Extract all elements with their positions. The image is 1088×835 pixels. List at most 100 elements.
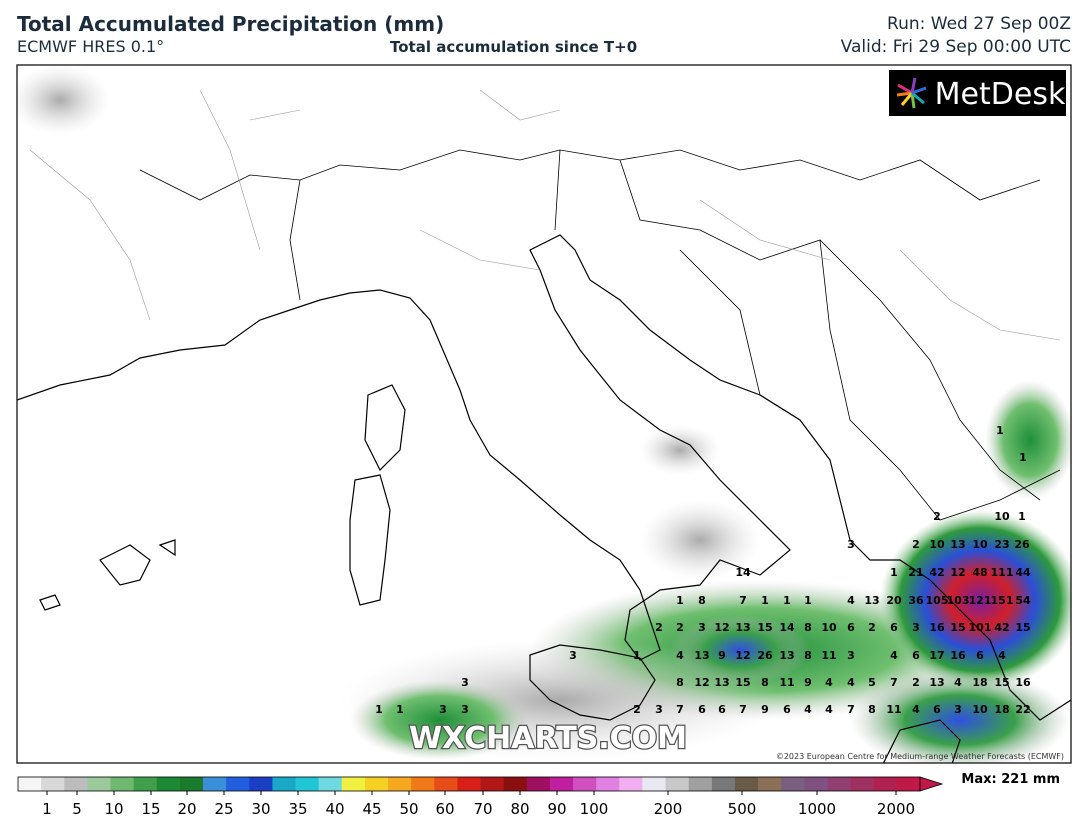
precip-label: 2 [912, 538, 920, 551]
precip-label: 8 [698, 594, 706, 607]
precip-label: 54 [1015, 594, 1031, 607]
colorbar-swatch [734, 777, 759, 791]
precip-label: 26 [1014, 538, 1030, 551]
colorbar-tick-label: 20 [177, 800, 196, 818]
precip-label: 36 [908, 594, 924, 607]
precip-label: 3 [954, 703, 962, 716]
precip-label: 21 [908, 566, 923, 579]
precip-label: 1 [761, 594, 769, 607]
colorbar-swatch [804, 777, 828, 791]
precip-label: 8 [676, 676, 684, 689]
colorbar-swatch [226, 777, 250, 791]
precip-label: 6 [698, 703, 706, 716]
colorbar-swatch [688, 777, 713, 791]
precip-label: 3 [698, 621, 706, 634]
colorbar-swatch [526, 777, 551, 791]
subtitle: Total accumulation since T+0 [390, 38, 638, 56]
precip-label: 12 [714, 621, 729, 634]
colorbar-tick-label: 25 [214, 800, 233, 818]
precip-label: 16 [929, 621, 945, 634]
precip-label: 1 [396, 703, 404, 716]
precip-label: 7 [739, 594, 747, 607]
precip-label: 17 [929, 649, 944, 662]
precip-label: 9 [761, 703, 769, 716]
colorbar-swatch [434, 777, 458, 791]
colorbar-swatch [364, 777, 389, 791]
precip-label: 1 [1018, 510, 1026, 523]
max-label: Max: 221 mm [961, 772, 1060, 787]
precip-label: 3 [569, 649, 577, 662]
precip-label: 7 [847, 703, 855, 716]
colorbar-tick-label: 200 [654, 800, 683, 818]
copyright: ©2023 European Centre for Medium-range W… [776, 752, 1064, 761]
colorbar-swatch [87, 777, 112, 791]
precip-label: 4 [804, 703, 812, 716]
colorbar-swatch [573, 777, 597, 791]
precip-label: 3 [847, 649, 855, 662]
colorbar-swatch [781, 777, 805, 791]
colorbar-swatch [896, 777, 921, 791]
precip-label: 11 [821, 649, 836, 662]
precip-label: 13 [694, 649, 709, 662]
precip-label: 13 [950, 538, 965, 551]
colorbar-tick-label: 1000 [798, 800, 836, 818]
colorbar-tick-label: 30 [251, 800, 270, 818]
colorbar-swatch [873, 777, 898, 791]
precip-label: 1 [633, 649, 641, 662]
colorbar-swatch [549, 777, 574, 791]
precip-label: 103 [947, 594, 970, 607]
colorbar-swatch [388, 777, 412, 791]
precip-label: 12 [950, 566, 965, 579]
colorbar-swatch [503, 777, 528, 791]
precip-label: 4 [998, 649, 1006, 662]
colorbar-swatch [411, 777, 435, 791]
precip-label: 1 [804, 594, 812, 607]
run-time: Run: Wed 27 Sep 00Z [887, 14, 1071, 34]
precip-label: 7 [890, 676, 898, 689]
colorbar-swatch [18, 777, 42, 791]
precip-label: 2 [633, 703, 641, 716]
precip-label: 5 [868, 676, 876, 689]
precip-label: 13 [864, 594, 879, 607]
colorbar-swatch [179, 777, 204, 791]
precip-label: 10 [972, 703, 988, 716]
colorbar-tick-label: 500 [728, 800, 757, 818]
precip-label: 6 [912, 649, 920, 662]
colorbar-swatch [156, 777, 181, 791]
logo: MetDesk [935, 77, 1066, 112]
precip-label: 6 [933, 703, 941, 716]
colorbar-swatch [758, 777, 782, 791]
precip-label: 12 [694, 676, 709, 689]
colorbar-swatch [596, 777, 620, 791]
watermark: WXCHARTS.COM [409, 721, 687, 756]
precip-label: 13 [929, 676, 944, 689]
colorbar-tick-label: 80 [510, 800, 529, 818]
precip-label: 4 [825, 676, 833, 689]
precip-label: 151 [991, 594, 1014, 607]
precip-label: 18 [994, 703, 1009, 716]
precip-label: 18 [972, 676, 987, 689]
colorbar-swatch [110, 777, 135, 791]
colorbar-tick-label: 15 [141, 800, 160, 818]
precip-label: 26 [757, 649, 773, 662]
precip-label: 105 [926, 594, 949, 607]
colorbar-swatch [642, 777, 667, 791]
colorbar-tick-label: 60 [435, 800, 454, 818]
precip-label: 9 [804, 676, 812, 689]
precip-label: 3 [439, 703, 447, 716]
precip-label: 2 [933, 510, 941, 523]
precip-label: 15 [735, 676, 750, 689]
precip-label: 44 [1015, 566, 1031, 579]
precip-label: 8 [868, 703, 876, 716]
precip-label: 6 [890, 621, 898, 634]
precip-label: 10 [972, 538, 988, 551]
precip-label: 6 [976, 649, 984, 662]
precip-label: 4 [954, 676, 962, 689]
precip-label: 15 [950, 621, 965, 634]
precip-label: 121 [969, 594, 992, 607]
precip-label: 101 [969, 621, 992, 634]
colorbar-swatch [295, 777, 320, 791]
precip-label: 14 [735, 566, 751, 579]
colorbar-tick-label: 5 [72, 800, 82, 818]
